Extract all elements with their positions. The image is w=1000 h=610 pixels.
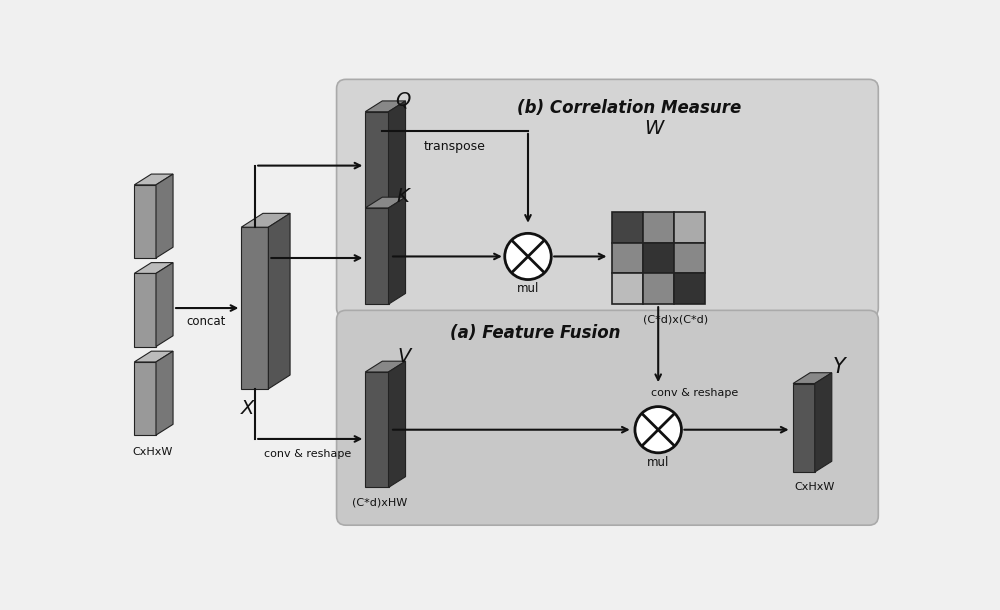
- Text: mul: mul: [517, 282, 539, 295]
- Text: X: X: [241, 399, 254, 418]
- Polygon shape: [134, 351, 173, 362]
- Text: (a) Feature Fusion: (a) Feature Fusion: [450, 325, 621, 342]
- Polygon shape: [156, 263, 173, 346]
- Bar: [612, 243, 643, 273]
- Polygon shape: [134, 174, 173, 185]
- Text: (b) Correlation Measure: (b) Correlation Measure: [517, 99, 741, 117]
- Polygon shape: [268, 214, 290, 389]
- Polygon shape: [134, 362, 156, 435]
- Polygon shape: [793, 373, 832, 384]
- Polygon shape: [365, 372, 388, 487]
- Text: (C*d)xHW: (C*d)xHW: [352, 498, 407, 508]
- Text: V: V: [397, 347, 411, 366]
- Polygon shape: [134, 263, 173, 273]
- Bar: [674, 212, 705, 243]
- Text: Q: Q: [395, 91, 410, 110]
- Polygon shape: [241, 214, 290, 227]
- Polygon shape: [156, 174, 173, 258]
- Bar: [674, 273, 705, 304]
- Text: transpose: transpose: [423, 140, 485, 153]
- Polygon shape: [365, 101, 406, 112]
- Polygon shape: [388, 101, 406, 208]
- Circle shape: [635, 407, 681, 453]
- Polygon shape: [815, 373, 832, 472]
- Polygon shape: [365, 112, 388, 208]
- Text: Y: Y: [833, 357, 846, 378]
- Text: concat: concat: [187, 315, 226, 328]
- Polygon shape: [388, 197, 406, 304]
- Text: CxHxW: CxHxW: [795, 483, 835, 492]
- Text: mul: mul: [647, 456, 669, 468]
- Polygon shape: [365, 197, 406, 208]
- Polygon shape: [388, 361, 406, 487]
- Text: (C*d)x(C*d): (C*d)x(C*d): [643, 315, 708, 325]
- Bar: [643, 243, 674, 273]
- Bar: [612, 212, 643, 243]
- FancyBboxPatch shape: [337, 310, 878, 525]
- Polygon shape: [134, 273, 156, 346]
- Bar: [643, 273, 674, 304]
- Text: CxHxW: CxHxW: [132, 447, 172, 457]
- Polygon shape: [156, 351, 173, 435]
- Polygon shape: [365, 361, 406, 372]
- Polygon shape: [365, 208, 388, 304]
- Text: conv & reshape: conv & reshape: [264, 450, 351, 459]
- Text: K: K: [396, 187, 409, 206]
- Bar: [643, 212, 674, 243]
- FancyBboxPatch shape: [337, 79, 878, 317]
- Polygon shape: [134, 185, 156, 258]
- Bar: [612, 273, 643, 304]
- Bar: [674, 243, 705, 273]
- Polygon shape: [241, 227, 268, 389]
- Circle shape: [505, 234, 551, 279]
- Text: W: W: [644, 119, 663, 138]
- Polygon shape: [793, 384, 815, 472]
- Text: conv & reshape: conv & reshape: [651, 388, 738, 398]
